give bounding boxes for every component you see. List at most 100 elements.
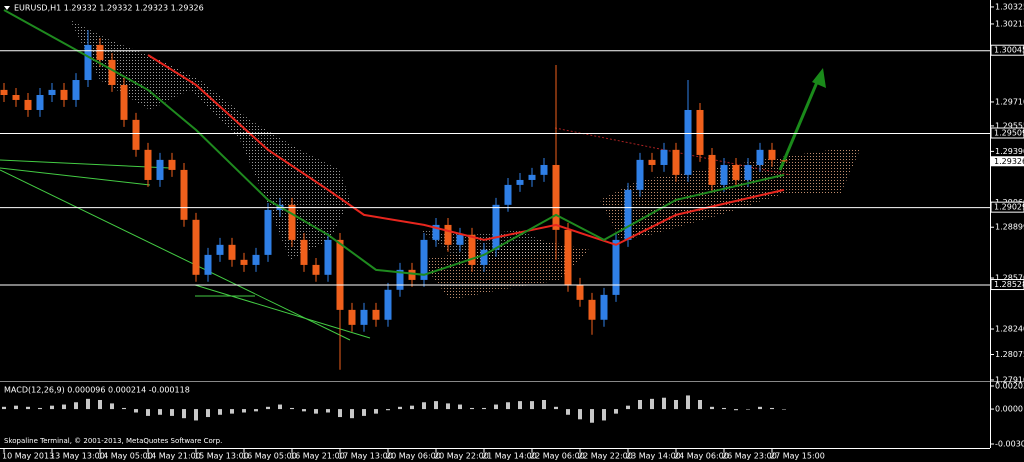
level-label: 1.28528 (994, 280, 1024, 289)
macd-bar (698, 399, 702, 410)
macd-bar (602, 409, 606, 421)
menu-icon[interactable] (4, 6, 10, 10)
macd-bar (506, 402, 510, 410)
y-tick-label: 1.30215 (995, 19, 1024, 28)
x-tick-label: 16 May 21:00 (290, 452, 345, 461)
candle-body (216, 244, 224, 255)
trendline (194, 284, 371, 339)
candle-body (228, 244, 236, 260)
macd-bar (122, 407, 126, 410)
candle-body (348, 309, 356, 325)
macd-bar (398, 406, 402, 410)
macd-bar (374, 409, 378, 414)
candle-body (24, 99, 32, 110)
candle-body (156, 159, 164, 180)
candle-body (252, 254, 260, 265)
indicator-title: MACD(12,26,9) 0.000096 0.000214 -0.00011… (4, 386, 190, 395)
macd-bar (278, 404, 282, 410)
macd-bar (266, 406, 270, 410)
candle-body (648, 159, 656, 165)
x-tick-label: 17 May 13:00 (338, 452, 393, 461)
macd-bar (614, 409, 618, 414)
macd-bar (686, 395, 690, 410)
candle-body (168, 159, 176, 170)
candle-body (732, 164, 740, 180)
trendline (0, 169, 351, 341)
macd-bar (302, 409, 306, 412)
macd-bar (242, 409, 246, 413)
x-tick-label: 20 May 06:00 (386, 452, 441, 461)
ichimoku-cloud (600, 150, 860, 240)
x-tick-label: 16 May 05:00 (242, 452, 297, 461)
candle-body (96, 44, 104, 60)
arrow (778, 74, 822, 171)
candle-body (660, 149, 668, 165)
candle-body (324, 239, 332, 275)
x-tick-label: 21 May 14:00 (482, 452, 537, 461)
candle-body (756, 149, 764, 165)
macd-bar (626, 405, 630, 410)
candle-body (396, 269, 404, 290)
candle-body (180, 169, 188, 220)
macd-bar (446, 403, 450, 410)
macd-bar (470, 407, 474, 410)
macd-bar (26, 406, 30, 410)
bid-label: 1.29326 (994, 157, 1024, 166)
level-box (990, 44, 1024, 56)
macd-bar (746, 409, 750, 410)
trendline (0, 167, 151, 186)
y-tick-label: 1.28240 (995, 325, 1024, 334)
macd-bar (710, 406, 714, 410)
level-label: 1.29509 (994, 129, 1024, 138)
candle-body (624, 189, 632, 240)
macd-bar (722, 407, 726, 410)
candle-body (600, 294, 608, 320)
candle-body (120, 84, 128, 120)
macd-bar (362, 409, 366, 416)
x-tick-label: 20 May 22:00 (434, 452, 489, 461)
candle-body (504, 184, 512, 205)
candle-body (768, 149, 776, 160)
x-tick-label: 10 May 2013 (2, 452, 54, 461)
chart-title: EURUSD,H1 1.29332 1.29332 1.29323 1.2932… (14, 4, 204, 13)
macd-bar (410, 405, 414, 410)
candle-body (312, 264, 320, 275)
candle-body (528, 174, 536, 180)
candle-body (408, 269, 416, 280)
candle-body (564, 229, 572, 285)
macd-bar (458, 404, 462, 410)
macd-bar (290, 407, 294, 410)
macd-bar (662, 397, 666, 410)
macd-bar (350, 409, 354, 419)
macd-bar (482, 407, 486, 410)
ichimoku-cloud (420, 230, 560, 260)
y-tick-label: -0.00307 (995, 440, 1024, 449)
y-tick-label: 1.29555 (995, 121, 1024, 130)
y-tick-label: 1.28899 (995, 223, 1024, 232)
macd-bar (542, 399, 546, 410)
candle-body (540, 164, 548, 175)
candle-body (288, 204, 296, 240)
x-tick-label: 22 May 22:00 (578, 452, 633, 461)
macd-bar (674, 399, 678, 410)
candle-body (684, 109, 692, 175)
candle-body (708, 154, 716, 185)
macd-bar (566, 409, 570, 415)
candle-body (384, 289, 392, 320)
macd-bar (50, 405, 54, 410)
macd-bar (554, 406, 558, 410)
x-tick-label: 14 May 05:00 (98, 452, 153, 461)
candle-body (264, 209, 272, 255)
level-label: 1.30045 (994, 46, 1024, 55)
candle-body (360, 309, 368, 325)
x-tick-label: 27 May 15:00 (770, 452, 825, 461)
y-tick-label: 0.00203 (995, 382, 1024, 391)
macd-bar (2, 406, 6, 410)
macd-bar (170, 409, 174, 416)
y-tick-label: 1.30325 (995, 2, 1024, 11)
level-box (990, 201, 1024, 213)
candle-body (204, 254, 212, 275)
candle-body (588, 299, 596, 320)
